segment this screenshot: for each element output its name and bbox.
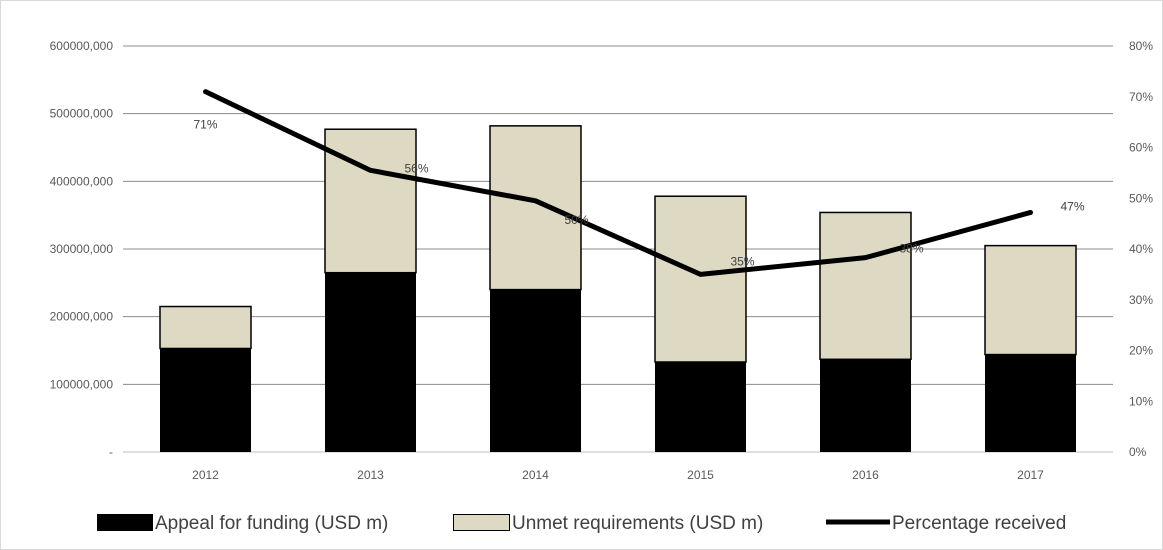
- right-tick-label: 80%: [1129, 39, 1153, 53]
- bar-unmet-2014: [489, 125, 582, 291]
- right-axis-ticks: 0% 10% 20% 30% 40% 50% 60% 70% 80%: [1129, 39, 1153, 459]
- bar-unmet-2013: [324, 128, 417, 274]
- legend-swatch-appeal: [97, 514, 153, 531]
- legend-label-appeal: Appeal for funding (USD m): [155, 513, 388, 534]
- percentage-line-group: [203, 89, 1033, 277]
- right-tick-label: 20%: [1129, 344, 1153, 358]
- bar-appeal-2015: [655, 362, 746, 452]
- left-tick-label: 500000,000: [50, 107, 114, 121]
- left-tick-label: 100000,000: [50, 377, 114, 391]
- left-tick-label: 200000,000: [50, 310, 114, 324]
- x-tick-label-2017: 2017: [1017, 468, 1044, 482]
- data-label-2013: 56%: [404, 161, 428, 175]
- right-tick-label: 60%: [1129, 141, 1153, 155]
- left-tick-label: 400000,000: [50, 174, 114, 188]
- legend-label-unmet: Unmet requirements (USD m): [512, 513, 763, 534]
- bar-unmet-2015: [654, 195, 747, 363]
- data-label-2015: 35%: [730, 254, 754, 268]
- left-tick-label: 300000,000: [50, 242, 114, 256]
- x-tick-label-2015: 2015: [687, 468, 714, 482]
- right-tick-label: 50%: [1129, 191, 1153, 205]
- bars: [159, 125, 1077, 452]
- data-labels: 71% 56% 50% 35% 38% 47%: [193, 118, 1084, 269]
- left-tick-label: -: [109, 445, 113, 459]
- gridlines: [123, 45, 1113, 453]
- legend: Appeal for funding (USD m) Unmet require…: [97, 513, 1066, 534]
- right-tick-label: 10%: [1129, 394, 1153, 408]
- left-tick-label: 600000,000: [50, 39, 114, 53]
- data-label-2014: 50%: [564, 213, 588, 227]
- bar-unmet-2012: [159, 305, 252, 350]
- legend-label-percentage: Percentage received: [892, 513, 1066, 534]
- x-tick-label-2013: 2013: [357, 468, 384, 482]
- right-tick-label: 70%: [1129, 90, 1153, 104]
- left-axis-ticks: - 100000,000 200000,000 300000,000 400000,00…: [50, 39, 114, 459]
- bar-appeal-2016: [820, 359, 911, 452]
- data-label-2012: 71%: [193, 118, 217, 132]
- right-tick-label: 30%: [1129, 293, 1153, 307]
- x-tick-label-2016: 2016: [852, 468, 879, 482]
- x-tick-label-2014: 2014: [522, 468, 549, 482]
- x-tick-label-2012: 2012: [192, 468, 219, 482]
- percentage-line: [203, 89, 1033, 277]
- bar-unmet-2017: [984, 244, 1077, 356]
- bar-appeal-2012: [160, 348, 251, 452]
- data-label-2017: 47%: [1060, 199, 1084, 213]
- bar-unmet-2016: [819, 211, 912, 361]
- legend-swatch-unmet: [453, 514, 510, 531]
- bar-appeal-2017: [985, 354, 1076, 452]
- right-tick-label: 0%: [1129, 445, 1147, 459]
- bar-appeal-2013: [325, 272, 416, 452]
- bar-appeal-2014: [490, 289, 581, 452]
- x-axis-ticks: 2012 2013 2014 2015 2016 2017: [192, 468, 1044, 482]
- right-tick-label: 40%: [1129, 242, 1153, 256]
- data-label-2016: 38%: [899, 242, 923, 256]
